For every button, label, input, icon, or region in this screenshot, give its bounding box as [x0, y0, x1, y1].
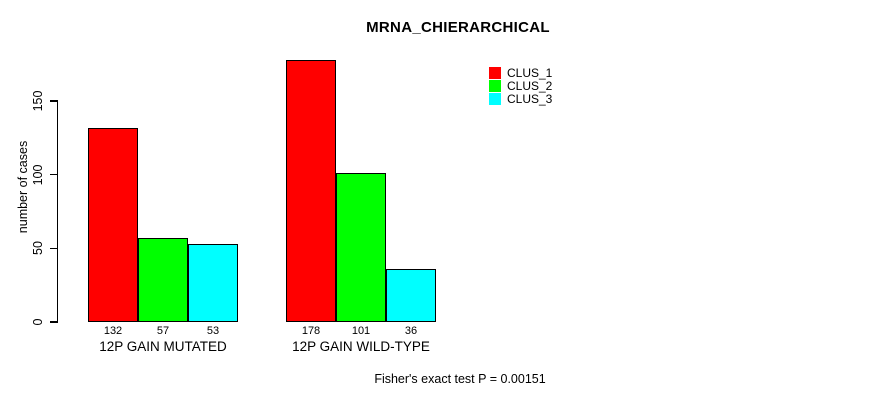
x-category-label: 12P GAIN WILD-TYPE — [292, 339, 430, 354]
y-axis-tick — [49, 173, 57, 176]
y-axis-tick — [49, 247, 57, 250]
bar-clus_1-group1 — [88, 127, 138, 322]
bar-clus_2-group2 — [336, 173, 386, 322]
legend-item-clus_3: CLUS_3 — [489, 93, 552, 106]
legend-label: CLUS_3 — [507, 92, 553, 107]
bar-value-label: 101 — [351, 325, 371, 337]
bar-clus_3-group1 — [188, 243, 238, 322]
legend-swatch-clus_2 — [489, 80, 501, 93]
bar-value-label: 132 — [103, 325, 123, 337]
bar-value-label: 53 — [206, 325, 220, 337]
y-axis-title: number of cases — [16, 140, 30, 234]
y-axis-tick-label: 0 — [31, 318, 45, 326]
bar-value-label: 57 — [156, 325, 170, 337]
bar-clus_1-group2 — [286, 59, 336, 322]
legend-label: CLUS_1 — [507, 65, 553, 80]
legend: CLUS_1 CLUS_2 CLUS_3 — [489, 66, 552, 106]
y-axis-line — [56, 100, 58, 323]
y-axis-tick — [49, 100, 57, 102]
y-axis-tick-label: 100 — [31, 164, 45, 186]
y-axis-tick — [49, 321, 57, 323]
bar-value-label: 178 — [301, 325, 321, 337]
legend-swatch-clus_1 — [489, 66, 501, 79]
legend-swatch-clus_3 — [489, 93, 501, 106]
legend-item-clus_2: CLUS_2 — [489, 79, 553, 94]
bar-clus_3-group2 — [386, 268, 436, 322]
y-axis-tick-label: 50 — [31, 241, 45, 256]
legend-label: CLUS_2 — [507, 79, 553, 94]
legend-item-clus_1: CLUS_1 — [489, 66, 552, 79]
chart-title: MRNA_CHIERARCHICAL — [366, 19, 550, 36]
bar-clus_2-group1 — [138, 238, 188, 322]
y-axis-tick-label: 150 — [31, 90, 45, 112]
x-category-label: 12P GAIN MUTATED — [99, 339, 227, 354]
annotation-fishers-test: Fisher's exact test P = 0.00151 — [374, 372, 546, 386]
bar-value-label: 36 — [404, 325, 418, 337]
